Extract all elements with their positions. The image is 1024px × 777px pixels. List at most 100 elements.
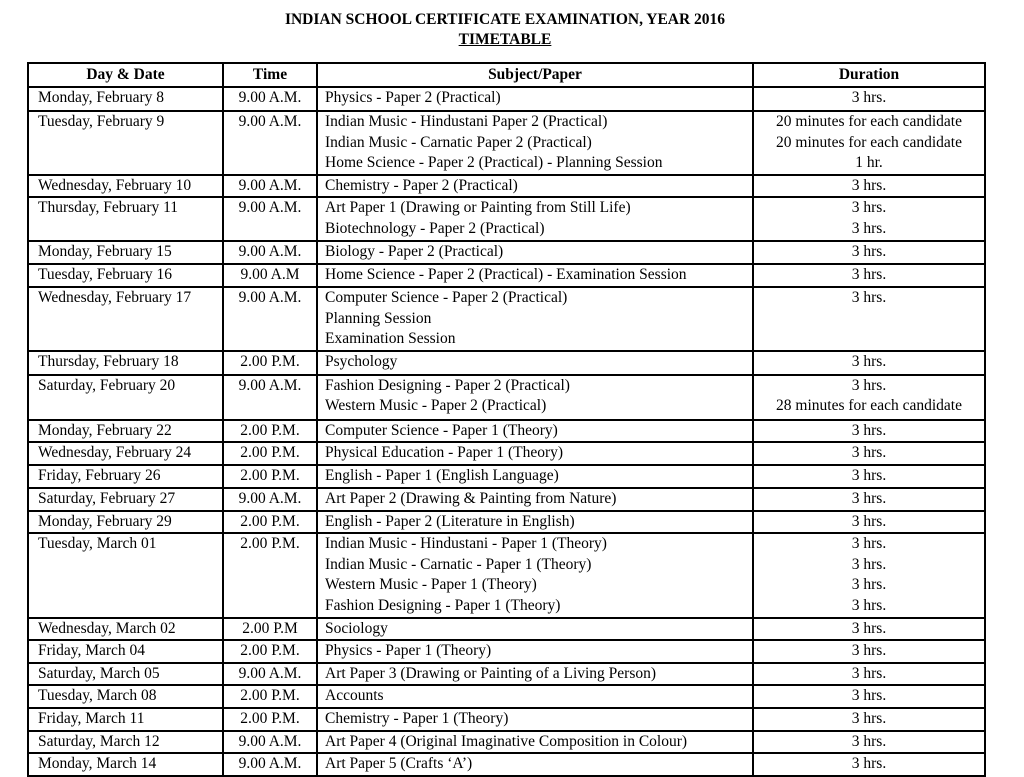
subject-paper: Home Science - Paper 2 (Practical) - Pla… [325,154,663,172]
subject-paper: Chemistry - Paper 1 (Theory) [325,709,509,727]
duration-value: 3 hrs. [851,219,887,237]
subject-cell: Art Paper 2 (Drawing & Painting from Nat… [316,486,754,512]
subject-paper: Indian Music - Carnatic Paper 2 (Practic… [325,133,592,151]
table-row: Tuesday, February 9 9.00 A.M. Indian Music… [27,110,986,176]
duration-cell: 3 hrs. [752,240,986,265]
duration-value: 3 hrs. [851,619,887,637]
duration-cell: 3 hrs. [752,616,986,642]
duration-cell: 3 hrs. [752,684,986,709]
table-row: Tuesday, February 16 9.00 A.M Home Science… [27,262,986,288]
table-row: Wednesday, February 24 2.00 P.M. Physical … [27,441,986,467]
duration-cell: 20 minutes for each candidate 20 minutes … [752,110,986,176]
duration-cell: 3 hrs. [752,349,986,376]
day-date-cell: Tuesday, March 01 [27,532,224,619]
subject-paper: Biology - Paper 2 (Practical) [325,243,504,261]
subject-paper: Computer Science - Paper 1 (Theory) [325,421,558,439]
subject-paper: English - Paper 1 (English Language) [325,467,559,485]
duration-value: 3 hrs. [851,444,887,462]
duration-value: 3 hrs. [851,489,887,507]
day-date-cell: Monday, February 15 [27,240,224,265]
time-cell: 9.00 A.M. [222,173,318,199]
duration-value: 3 hrs. [851,288,887,306]
subject-cell: Psychology [316,349,754,376]
duration-value: 3 hrs. [851,512,887,530]
subject-paper: Sociology [325,619,388,637]
day-date-cell: Saturday, February 20 [27,373,224,421]
subject-cell: Physics - Paper 2 (Practical) [316,86,754,112]
duration-cell: 3 hrs. [752,173,986,199]
time-cell: 9.00 A.M [222,262,318,288]
time-cell: 9.00 A.M. [222,110,318,176]
subject-paper: Art Paper 4 (Original Imaginative Compos… [325,732,688,750]
duration-cell: 3 hrs. [752,486,986,512]
table-row: Monday, February 8 9.00 A.M. Physics - Pap… [27,86,986,112]
subject-paper: Physics - Paper 1 (Theory) [325,642,492,660]
time-cell: 2.00 P.M. [222,706,318,732]
subject-cell: Fashion Designing - Paper 2 (Practical) W… [316,373,754,421]
table-row: Saturday, March 05 9.00 A.M. Art Paper 3 (… [27,661,986,687]
duration-cell: 3 hrs. 28 minutes for each candidate [752,373,986,421]
time-cell: 2.00 P.M. [222,464,318,489]
duration-value: 3 hrs. [851,555,887,573]
table-header-row: Day & Date Time Subject/Paper Duration [27,62,986,88]
subject-cell: English - Paper 2 (Literature in English… [316,509,754,535]
time-cell: 9.00 A.M. [222,285,318,352]
duration-value: 3 hrs. [851,467,887,485]
day-date-cell: Wednesday, February 24 [27,441,224,467]
day-date-cell: Monday, February 22 [27,418,224,444]
time-cell: 9.00 A.M. [222,373,318,421]
subject-cell: Chemistry - Paper 1 (Theory) [316,706,754,732]
table-row: Thursday, February 18 2.00 P.M. Psychology… [27,349,986,376]
subject-paper: Western Music - Paper 1 (Theory) [325,576,537,594]
duration-cell: 3 hrs. [752,86,986,112]
table-row: Tuesday, March 01 2.00 P.M. Indian Music -… [27,532,986,619]
subject-paper: Indian Music - Hindustani - Paper 1 (The… [325,535,607,553]
day-date-cell: Monday, February 8 [27,86,224,112]
day-date-cell: Friday, March 11 [27,706,224,732]
subject-paper: Physical Education - Paper 1 (Theory) [325,444,564,462]
time-cell: 9.00 A.M. [222,486,318,512]
column-header-subject: Subject/Paper [316,62,754,88]
day-date-cell: Thursday, February 18 [27,349,224,376]
subject-cell: Chemistry - Paper 2 (Practical) [316,173,754,199]
table-row: Friday, March 04 2.00 P.M. Physics - Paper… [27,639,986,664]
duration-value: 3 hrs. [851,243,887,261]
duration-value: 3 hrs. [851,176,887,194]
time-cell: 9.00 A.M. [222,240,318,265]
day-date-cell: Saturday, February 27 [27,486,224,512]
table-row: Friday, March 11 2.00 P.M. Chemistry - Pap… [27,706,986,732]
time-cell: 2.00 P.M. [222,349,318,376]
duration-cell: 3 hrs. [752,262,986,288]
timetable: Day & Date Time Subject/Paper Duration M… [27,62,986,777]
duration-cell: 3 hrs. [752,464,986,489]
table-row: Wednesday, February 10 9.00 A.M. Chemistry… [27,173,986,199]
subject-paper: Planning Session [325,309,432,327]
subject-cell: Physics - Paper 1 (Theory) [316,639,754,664]
duration-value: 3 hrs. [851,199,887,217]
day-date-cell: Wednesday, February 10 [27,173,224,199]
duration-cell: 3 hrs. [752,706,986,732]
subject-paper: Psychology [325,352,398,370]
duration-value: 3 hrs. [851,421,887,439]
time-cell: 9.00 A.M. [222,86,318,112]
subject-cell: Art Paper 5 (Crafts ‘A’) [316,752,754,777]
table-row: Tuesday, March 08 2.00 P.M. Accounts 3 hrs. [27,684,986,709]
table-row: Wednesday, March 02 2.00 P.M Sociology 3 hr… [27,616,986,642]
subject-paper: Art Paper 1 (Drawing or Painting from St… [325,199,631,217]
duration-cell: 3 hrs. [752,509,986,535]
subject-cell: Home Science - Paper 2 (Practical) - Exa… [316,262,754,288]
table-row: Friday, February 26 2.00 P.M. English - Pa… [27,464,986,489]
time-cell: 2.00 P.M. [222,441,318,467]
subject-cell: Art Paper 1 (Drawing or Painting from St… [316,196,754,243]
duration-cell: 3 hrs. [752,729,986,755]
subject-cell: Physical Education - Paper 1 (Theory) [316,441,754,467]
duration-value: 3 hrs. [851,535,887,553]
day-date-cell: Friday, March 04 [27,639,224,664]
subject-cell: Computer Science - Paper 2 (Practical) Pl… [316,285,754,352]
subject-paper: Computer Science - Paper 2 (Practical) [325,288,568,306]
subject-paper: Indian Music - Carnatic - Paper 1 (Theor… [325,555,592,573]
day-date-cell: Tuesday, February 16 [27,262,224,288]
time-cell: 2.00 P.M. [222,532,318,619]
duration-value: 3 hrs. [851,709,887,727]
subject-paper: Art Paper 5 (Crafts ‘A’) [325,755,473,773]
